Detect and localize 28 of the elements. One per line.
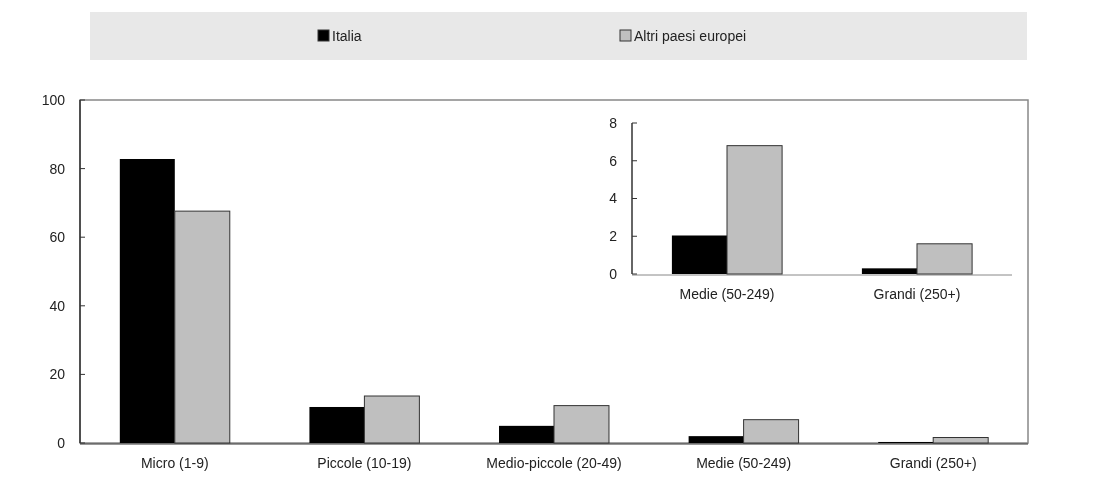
- x-tick-label: Medie (50-249): [679, 286, 775, 302]
- bar: [309, 406, 365, 443]
- legend-label: Altri paesi europei: [634, 27, 747, 44]
- x-tick-label: Grandi (250+): [873, 286, 961, 302]
- x-tick-label: Micro (1-9): [140, 455, 209, 471]
- y-tick-label: 80: [49, 160, 66, 177]
- bar: [916, 243, 973, 275]
- y-tick-label: 4: [609, 190, 618, 207]
- y-tick-label: 60: [49, 229, 66, 246]
- legend-label: Italia: [332, 27, 362, 44]
- y-tick-label: 2: [609, 228, 618, 245]
- bar: [499, 425, 554, 443]
- y-tick-label: 6: [609, 152, 618, 169]
- x-tick-label: Medie (50-249): [696, 455, 792, 471]
- y-tick-label: 20: [49, 366, 66, 383]
- y-tick-label: 8: [609, 114, 618, 131]
- y-tick-label: 40: [49, 297, 66, 314]
- x-tick-label: Medio-piccole (20-49): [486, 455, 622, 471]
- bar: [688, 436, 744, 443]
- bar: [861, 268, 917, 274]
- bar: [671, 235, 727, 274]
- bar: [726, 145, 783, 275]
- x-tick-label: Piccole (10-19): [317, 455, 412, 471]
- x-tick-label: Grandi (250+): [889, 455, 977, 471]
- y-tick-label: 100: [41, 91, 66, 108]
- bar: [119, 159, 175, 443]
- y-tick-label: 0: [609, 265, 618, 282]
- y-tick-label: 0: [57, 434, 66, 451]
